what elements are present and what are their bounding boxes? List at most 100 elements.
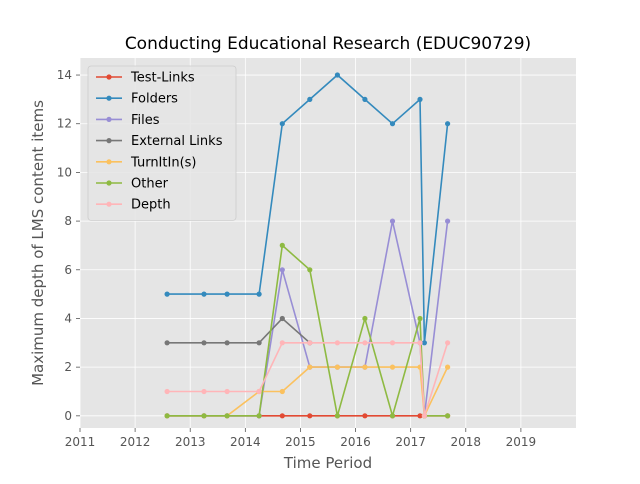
legend-label: Folders bbox=[131, 92, 178, 107]
data-point-depth bbox=[201, 388, 207, 395]
data-point-other bbox=[307, 267, 313, 273]
data-point-other bbox=[224, 413, 230, 419]
legend: Test-Links Folders Files External Links Turn… bbox=[87, 65, 237, 221]
data-point-external-links bbox=[256, 340, 262, 346]
legend-swatch-marker bbox=[106, 201, 112, 207]
data-point-turnitin-s bbox=[334, 364, 340, 370]
y-tick-label: 10 bbox=[57, 165, 72, 179]
legend-item: Folders bbox=[96, 92, 178, 107]
data-point-depth bbox=[389, 340, 396, 346]
data-point-depth bbox=[421, 413, 427, 419]
series-depth bbox=[164, 340, 451, 419]
x-axis-label: Time Period bbox=[283, 454, 372, 472]
data-point-other bbox=[279, 242, 285, 248]
x-tick-label: 2017 bbox=[395, 435, 426, 449]
data-point-depth bbox=[445, 340, 451, 346]
y-tick-label: 8 bbox=[64, 214, 72, 228]
y-tick-label: 0 bbox=[64, 409, 72, 423]
data-point-files bbox=[389, 218, 396, 224]
legend-item: Files bbox=[96, 113, 160, 128]
y-tick-label: 6 bbox=[64, 263, 72, 277]
chart-title: Conducting Educational Research (EDUC907… bbox=[125, 34, 531, 54]
y-tick-label: 4 bbox=[64, 311, 72, 325]
data-point-folders bbox=[256, 291, 262, 297]
data-point-external-links bbox=[279, 315, 285, 322]
x-tick-label: 2016 bbox=[340, 435, 371, 449]
legend-item: TurnItIn(s) bbox=[96, 155, 196, 170]
data-point-depth bbox=[334, 340, 340, 346]
data-point-external-links bbox=[224, 340, 230, 346]
data-point-other bbox=[362, 315, 368, 322]
legend-label: TurnItIn(s) bbox=[130, 155, 196, 170]
legend-label: Other bbox=[131, 177, 169, 192]
data-point-folders bbox=[334, 72, 340, 78]
x-tick-label: 2014 bbox=[230, 435, 261, 449]
x-tick-label: 2018 bbox=[451, 435, 482, 449]
data-point-test-links bbox=[307, 413, 313, 419]
series-line-external-links bbox=[167, 317, 311, 344]
y-tick-label: 2 bbox=[64, 360, 72, 374]
data-point-folders bbox=[307, 96, 313, 102]
legend-item: External Links bbox=[96, 134, 223, 149]
data-point-test-links bbox=[279, 413, 285, 419]
data-point-turnitin-s bbox=[389, 364, 396, 370]
data-point-other bbox=[334, 413, 340, 419]
data-point-folders bbox=[362, 96, 368, 102]
data-point-external-links bbox=[164, 340, 170, 346]
data-point-files bbox=[279, 267, 285, 273]
data-point-folders bbox=[164, 291, 170, 297]
legend-label: Files bbox=[131, 113, 160, 128]
data-point-turnitin-s bbox=[445, 364, 451, 370]
data-point-other bbox=[389, 413, 396, 419]
legend-item: Depth bbox=[96, 198, 171, 213]
x-tick-label: 2012 bbox=[120, 435, 151, 449]
data-point-other bbox=[445, 413, 451, 419]
y-axis-label: Maximum depth of LMS content items bbox=[29, 100, 47, 386]
series-lines bbox=[164, 72, 451, 419]
data-point-other bbox=[417, 315, 423, 322]
data-point-depth bbox=[256, 388, 262, 395]
data-point-folders bbox=[224, 291, 230, 297]
data-point-depth bbox=[164, 388, 170, 395]
data-point-other bbox=[201, 413, 207, 419]
legend-item: Test-Links bbox=[96, 71, 195, 86]
data-point-files bbox=[445, 218, 451, 224]
data-point-depth bbox=[307, 340, 313, 346]
data-point-external-links bbox=[201, 340, 207, 346]
series-folders bbox=[164, 72, 451, 346]
data-point-folders bbox=[201, 291, 207, 297]
x-tick-label: 2013 bbox=[175, 435, 206, 449]
legend-label: Test-Links bbox=[130, 71, 195, 86]
y-tick-label: 14 bbox=[57, 68, 72, 82]
data-point-turnitin-s bbox=[362, 364, 368, 370]
series-line-folders bbox=[167, 73, 449, 343]
data-point-depth bbox=[279, 340, 285, 346]
data-point-turnitin-s bbox=[307, 364, 313, 370]
data-point-other bbox=[164, 413, 170, 419]
data-point-test-links bbox=[417, 413, 423, 419]
legend-swatch-marker bbox=[106, 116, 112, 122]
legend-swatch-marker bbox=[106, 159, 112, 165]
data-point-other bbox=[256, 413, 262, 419]
legend-label: Depth bbox=[131, 198, 171, 213]
data-point-turnitin-s bbox=[279, 388, 285, 395]
legend-swatch-marker bbox=[106, 74, 112, 80]
x-tick-label: 2015 bbox=[285, 435, 316, 449]
legend-label: External Links bbox=[131, 134, 223, 149]
data-point-folders bbox=[279, 121, 285, 127]
data-point-test-links bbox=[362, 413, 368, 419]
data-point-folders bbox=[389, 121, 396, 127]
x-tick-label: 2011 bbox=[65, 435, 96, 449]
series-line-depth bbox=[167, 341, 449, 417]
data-point-depth bbox=[417, 340, 423, 346]
data-point-folders bbox=[445, 121, 451, 127]
legend-swatch-marker bbox=[106, 180, 112, 186]
data-point-folders bbox=[417, 96, 423, 102]
legend-item: Other bbox=[96, 177, 169, 192]
legend-swatch-marker bbox=[106, 138, 112, 144]
data-point-depth bbox=[224, 388, 230, 395]
data-point-depth bbox=[362, 340, 368, 346]
data-point-folders bbox=[421, 340, 427, 346]
legend-box bbox=[87, 65, 237, 221]
